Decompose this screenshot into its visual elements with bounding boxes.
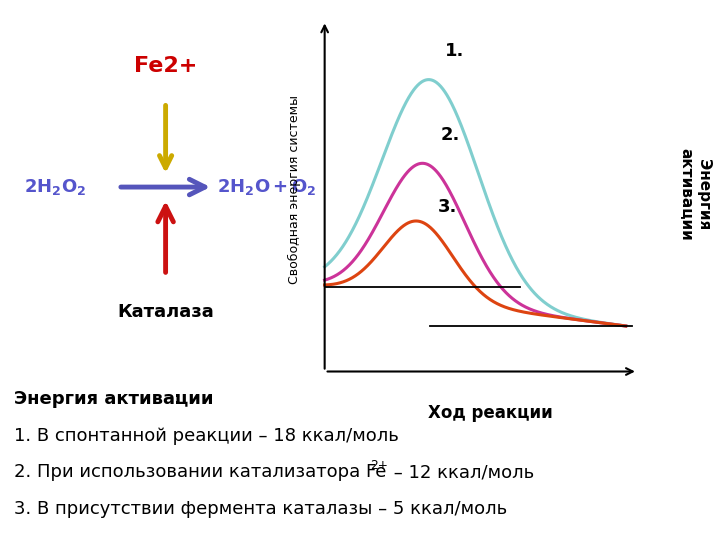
Text: Fe2+: Fe2+ xyxy=(134,56,197,76)
Text: 2.: 2. xyxy=(441,126,460,144)
Text: 1.: 1. xyxy=(445,42,464,59)
Text: 3. В присутствии фермента каталазы – 5 ккал/моль: 3. В присутствии фермента каталазы – 5 к… xyxy=(14,500,508,518)
Text: 2. При использовании катализатора Fe: 2. При использовании катализатора Fe xyxy=(14,463,387,481)
Text: 1. В спонтанной реакции – 18 ккал/моль: 1. В спонтанной реакции – 18 ккал/моль xyxy=(14,427,400,444)
Text: 2+: 2+ xyxy=(370,459,388,472)
Text: Ход реакции: Ход реакции xyxy=(428,404,553,422)
Text: Энергия активации: Энергия активации xyxy=(14,390,214,408)
Text: 3.: 3. xyxy=(438,198,457,215)
Text: $\mathbf{2H_2O_2}$: $\mathbf{2H_2O_2}$ xyxy=(24,177,86,197)
Text: – 12 ккал/моль: – 12 ккал/моль xyxy=(388,463,534,481)
Text: :: : xyxy=(174,390,181,408)
Text: Энергия
активации: Энергия активации xyxy=(678,148,711,241)
Text: $\mathbf{2H_2O + O_2}$: $\mathbf{2H_2O + O_2}$ xyxy=(217,177,317,197)
Text: Каталаза: Каталаза xyxy=(117,303,214,321)
Text: Свободная энергия системы: Свободная энергия системы xyxy=(288,95,301,284)
